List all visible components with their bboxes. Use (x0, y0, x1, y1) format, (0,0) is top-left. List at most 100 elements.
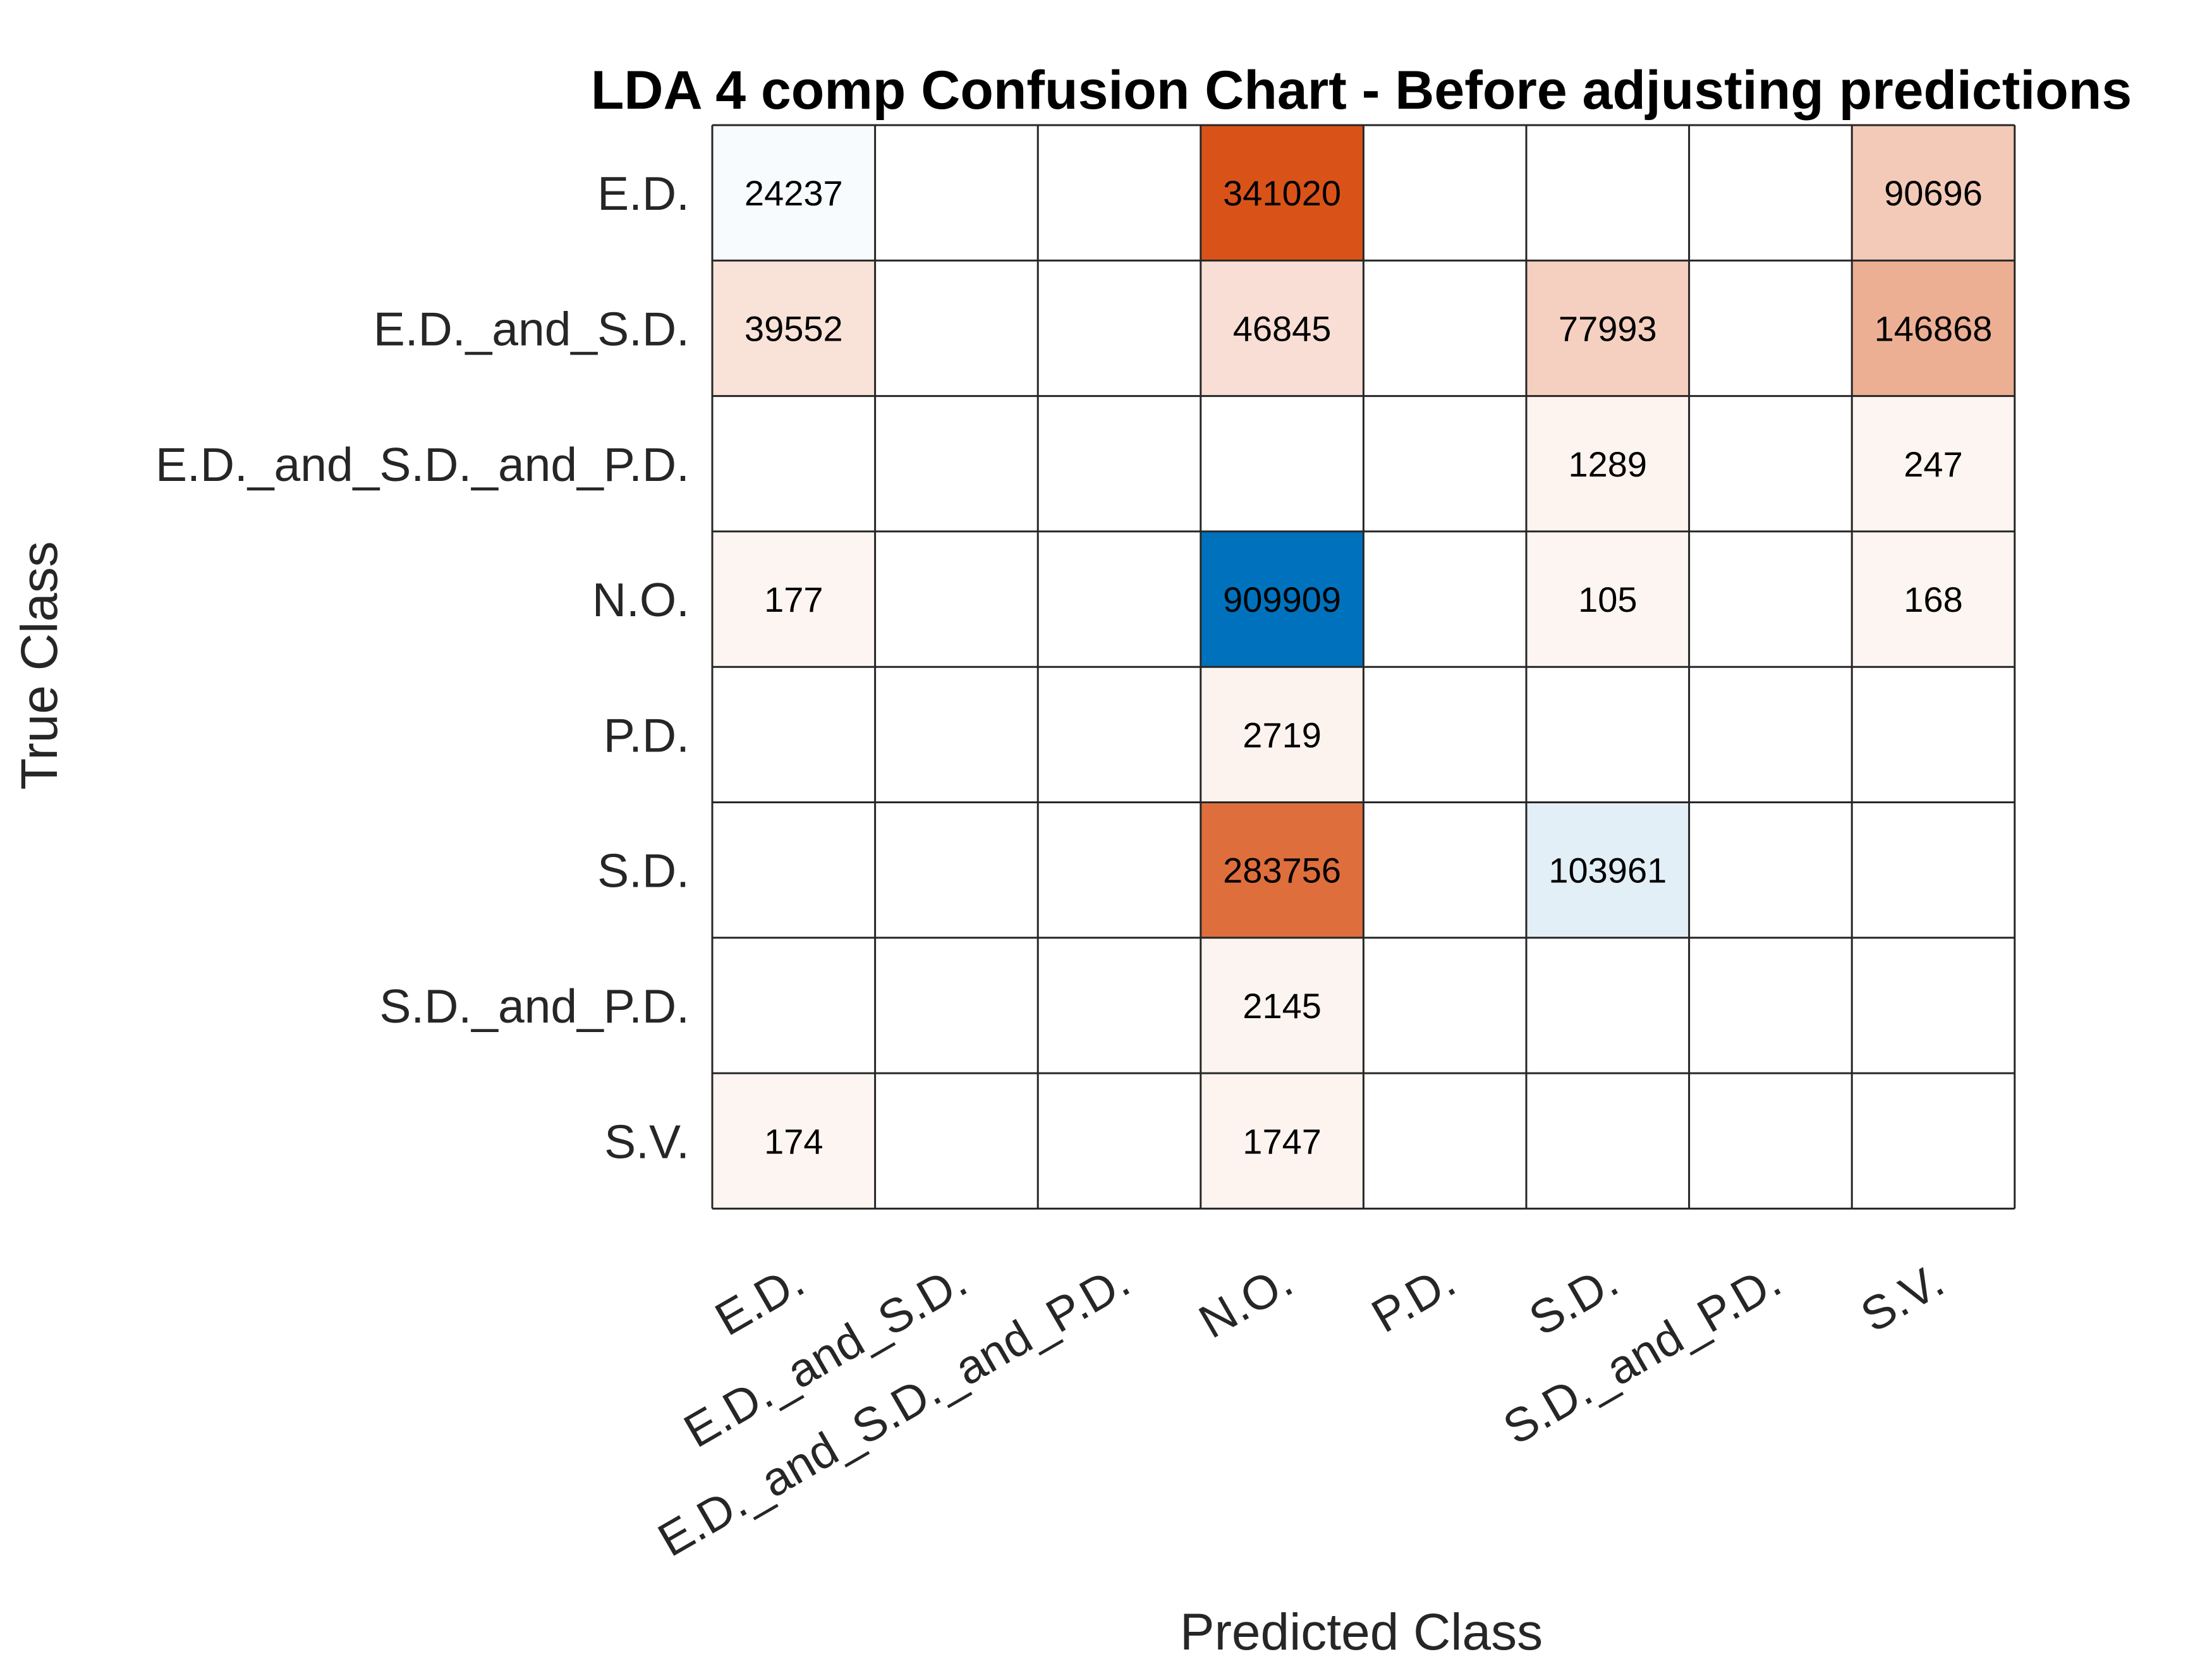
heatmap-cell-r2-c6 (1689, 396, 1852, 532)
heatmap-cell-r7-c0 (712, 1073, 875, 1209)
heatmap-cell-r5-c7 (1852, 802, 2015, 938)
heatmap-cell-r1-c5 (1526, 260, 1689, 396)
cell-value-r3-c3: 909909 (1223, 580, 1341, 619)
heatmap-cell-r4-c2 (1038, 667, 1201, 803)
cell-value-r7-c0: 174 (764, 1121, 823, 1161)
heatmap-cell-r6-c2 (1038, 937, 1201, 1074)
heatmap-cell-r4-c0 (712, 667, 875, 803)
cell-value-r1-c0: 39552 (744, 308, 843, 348)
heatmap-cell-r0-c4 (1363, 125, 1526, 261)
row-tick-label: E.D._and_S.D. (374, 302, 690, 355)
heatmap-cell-r0-c3 (1200, 125, 1364, 261)
column-tick-labels: E.D.E.D._and_S.D.E.D._and_S.D._and_P.D. N… (649, 1254, 1952, 1567)
cell-value-r3-c0: 177 (764, 580, 823, 619)
cell-value-r3-c5: 105 (1578, 580, 1637, 619)
heatmap-cell-r3-c0 (712, 531, 875, 667)
chart-title: LDA 4 comp Confusion Chart - Before adju… (591, 60, 2132, 121)
heatmap-cell-r6-c7 (1852, 937, 2015, 1074)
heatmap-cell-r0-c7 (1852, 125, 2015, 261)
cell-value-r2-c7: 247 (1904, 444, 1962, 484)
heatmap-cell-r4-c6 (1689, 667, 1852, 803)
heatmap-cell-r0-c1 (875, 125, 1038, 261)
heatmap-cell-r3-c2 (1038, 531, 1201, 667)
heatmap-cell-r7-c6 (1689, 1073, 1852, 1209)
cell-value-r0-c7: 90696 (1884, 173, 1983, 213)
heatmap-cell-r3-c7 (1852, 531, 2015, 667)
row-tick-label: S.D. (597, 844, 690, 897)
cell-value-r5-c5: 103961 (1548, 851, 1667, 890)
heatmap-cell-r7-c1 (875, 1073, 1038, 1209)
heatmap-cell-r5-c5 (1526, 802, 1689, 938)
heatmap-cell-r6-c3 (1200, 937, 1364, 1074)
row-tick-label: E.D._and_S.D._and_P.D. (155, 438, 690, 491)
heatmap-cell-r6-c1 (875, 937, 1038, 1074)
grid-lines (711, 124, 2016, 1210)
heatmap-cell-r4-c4 (1363, 667, 1526, 803)
heatmap-cell-r3-c1 (875, 531, 1038, 667)
heatmap-cell-r7-c4 (1363, 1073, 1526, 1209)
row-tick-label: S.D._and_P.D. (379, 980, 690, 1033)
x-axis-label: Predicted Class (1180, 1603, 1543, 1659)
cell-value-r7-c3: 1747 (1243, 1121, 1322, 1161)
heatmap-cell-r3-c5 (1526, 531, 1689, 667)
heatmap-cell-r1-c7 (1852, 260, 2015, 396)
heatmap-cell-r1-c4 (1363, 260, 1526, 396)
heatmap-cell-r1-c1 (875, 260, 1038, 396)
heatmap-cell-r2-c5 (1526, 396, 1689, 532)
heatmap-cell-r0-c2 (1038, 125, 1201, 261)
heatmap-cell-r2-c3 (1200, 396, 1364, 532)
cell-value-r3-c7: 168 (1904, 580, 1962, 619)
cell-value-r1-c3: 46845 (1233, 308, 1332, 348)
heatmap-cell-r5-c4 (1363, 802, 1526, 938)
cell-value-r6-c3: 2145 (1243, 986, 1322, 1026)
row-tick-label: P.D. (604, 708, 690, 762)
cell-value-r1-c5: 77993 (1559, 308, 1657, 348)
heatmap-cell-r2-c0 (712, 396, 875, 532)
column-tick-label: N.O. (1190, 1254, 1301, 1349)
column-tick-label: S.V. (1852, 1254, 1952, 1342)
heatmap-cell-r5-c1 (875, 802, 1038, 938)
heatmap-cell-r4-c1 (875, 667, 1038, 803)
heatmap-cell-r0-c0 (712, 125, 875, 261)
cell-value-r2-c5: 1289 (1569, 444, 1648, 484)
heatmap-cell-r6-c5 (1526, 937, 1689, 1074)
heatmap-cell-r4-c5 (1526, 667, 1689, 803)
heatmap-cell-r6-c0 (712, 937, 875, 1074)
heatmap-cell-r4-c3 (1200, 667, 1364, 803)
column-tick-label: S.D. (1520, 1254, 1626, 1346)
cell-value-r4-c3: 2719 (1243, 715, 1322, 755)
heatmap-cell-r7-c3 (1200, 1073, 1364, 1209)
row-tick-label: E.D. (597, 167, 690, 220)
cell-value-r5-c3: 283756 (1223, 851, 1341, 890)
heatmap-cell-r7-c5 (1526, 1073, 1689, 1209)
heatmap-cell-r2-c4 (1363, 396, 1526, 532)
heatmap-cell-r5-c3 (1200, 802, 1364, 938)
heatmap-cell-r1-c6 (1689, 260, 1852, 396)
cell-value-r0-c0: 24237 (744, 173, 843, 213)
heatmap-cell-r3-c3 (1200, 531, 1364, 667)
heatmap-cell-r2-c7 (1852, 396, 2015, 532)
heatmap-cell-r1-c0 (712, 260, 875, 396)
heatmap-cells (712, 125, 2015, 1209)
heatmap-cell-r6-c6 (1689, 937, 1852, 1074)
cell-value-r0-c3: 341020 (1223, 173, 1341, 213)
y-axis-label: True Class (11, 541, 68, 789)
heatmap-cell-r5-c2 (1038, 802, 1201, 938)
heatmap-cell-r6-c4 (1363, 937, 1526, 1074)
heatmap-cell-r0-c5 (1526, 125, 1689, 261)
heatmap-cell-r5-c6 (1689, 802, 1852, 938)
column-tick-label: P.D. (1363, 1254, 1464, 1343)
row-tick-labels: E.D. E.D._and_S.D. E.D._and_S.D._and_P.D. N… (155, 167, 690, 1168)
heatmap-cell-r7-c7 (1852, 1073, 2015, 1209)
heatmap-cell-r4-c7 (1852, 667, 2015, 803)
column-tick-label: E.D. (706, 1254, 812, 1346)
row-tick-label: N.O. (592, 573, 690, 626)
heatmap-cell-r3-c6 (1689, 531, 1852, 667)
cell-value-r1-c7: 146868 (1875, 308, 1993, 348)
heatmap-cell-r5-c0 (712, 802, 875, 938)
heatmap-cell-r1-c2 (1038, 260, 1201, 396)
heatmap-cell-r7-c2 (1038, 1073, 1201, 1209)
column-tick-label: S.D._and_P.D. (1495, 1254, 1790, 1455)
heatmap-cell-r0-c6 (1689, 125, 1852, 261)
